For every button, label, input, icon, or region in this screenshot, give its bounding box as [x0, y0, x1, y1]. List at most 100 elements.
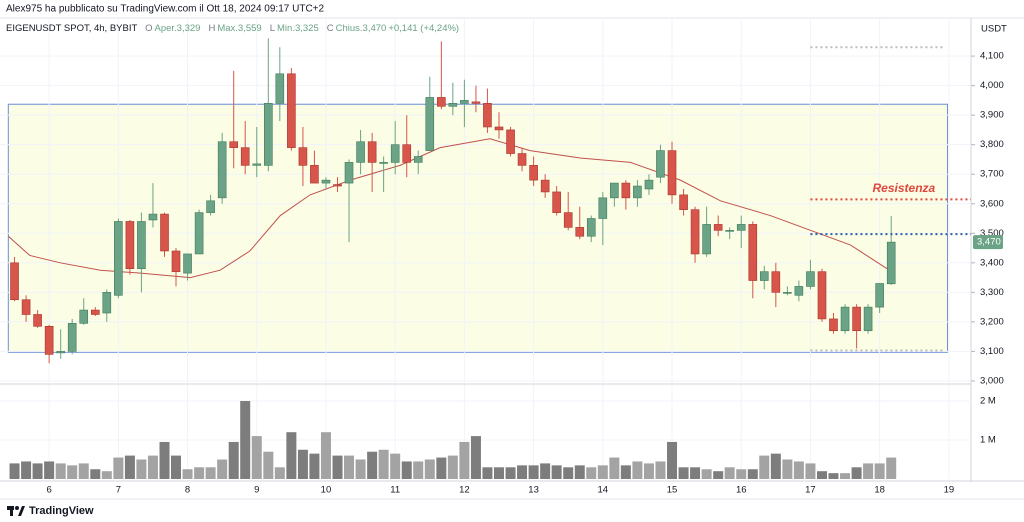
candle-body: [563, 212, 573, 228]
candle-body: [91, 309, 100, 315]
volume-bar: [736, 469, 747, 479]
y-tick-label: 3,000: [980, 375, 1004, 386]
candle-body: [748, 224, 758, 281]
candle-body: [875, 283, 884, 308]
x-tick-label: 8: [185, 485, 190, 496]
volume-bar: [713, 471, 724, 479]
candle-body: [794, 286, 804, 296]
candle-body: [114, 221, 123, 296]
candle-body: [10, 262, 19, 301]
candle-body: [783, 292, 792, 294]
volume-bar: [21, 461, 32, 479]
x-tick-label: 18: [874, 485, 885, 496]
candle-body: [148, 213, 158, 221]
volume-bar: [459, 441, 470, 479]
candle-body: [806, 271, 815, 287]
candle-body: [321, 179, 331, 184]
y-tick-label: 3,600: [980, 198, 1004, 209]
volume-bar: [874, 463, 885, 479]
volume-bar: [274, 467, 285, 479]
x-tick-label: 9: [254, 485, 259, 496]
volume-bar: [701, 469, 712, 479]
legend: EIGENUSDT SPOT, 4h, BYBIT O Aper.3,329 H Max…: [6, 23, 459, 34]
volume-bar: [805, 463, 816, 479]
volume-bar: [32, 463, 43, 479]
candle-body: [771, 271, 781, 293]
candle-body: [298, 147, 308, 166]
candle-body: [702, 224, 711, 255]
volume-bar: [886, 457, 897, 479]
candle-body: [829, 318, 838, 332]
candle-body: [725, 230, 734, 232]
candle-body: [356, 141, 365, 163]
candle-body: [690, 209, 700, 255]
candle-body: [540, 179, 550, 193]
candle-body: [494, 126, 504, 131]
x-tick-label: 19: [944, 485, 955, 496]
volume-bar: [424, 459, 435, 479]
y-tick-label: 3,400: [980, 257, 1004, 268]
y-tick-label: 4,000: [980, 80, 1004, 91]
last-price-box: [973, 235, 1003, 250]
volume-bar: [9, 463, 20, 479]
v-tick-label: 1 M: [980, 435, 996, 446]
candle-body: [390, 144, 400, 163]
x-tick-label: 14: [598, 485, 609, 496]
volume-bar: [586, 467, 597, 479]
candle-body: [252, 163, 262, 166]
volume-bar: [205, 467, 216, 479]
volume-bar: [44, 461, 55, 479]
candle-body: [552, 191, 561, 213]
volume-bar: [816, 471, 827, 479]
volume-bar: [55, 463, 66, 479]
candle-body: [379, 162, 388, 164]
volume-bar: [101, 471, 112, 479]
candle-body: [310, 165, 319, 184]
candle-body: [217, 141, 227, 199]
candle-body: [160, 213, 169, 252]
volume-bar: [159, 441, 170, 479]
volume-bar: [378, 449, 389, 479]
candle-body: [56, 351, 65, 354]
volume-bar: [678, 467, 689, 479]
candle-body: [183, 253, 192, 274]
volume-bar: [597, 465, 608, 479]
legend-key: C: [327, 23, 334, 34]
volume-bar: [124, 455, 135, 479]
volume-bar: [667, 441, 678, 479]
candle-body: [402, 144, 412, 163]
volume-bar: [228, 441, 239, 479]
y-tick-label: 3,300: [980, 287, 1004, 298]
candle-body: [713, 224, 723, 231]
candle-body: [759, 271, 769, 281]
candle-body: [437, 97, 446, 107]
candle-body: [33, 314, 42, 327]
volume-bar: [367, 451, 378, 479]
volume-bar: [747, 469, 758, 479]
volume-bar: [320, 432, 331, 479]
x-tick-label: 10: [321, 485, 332, 496]
legend-value: Aper.3,329: [155, 23, 201, 34]
candle-body: [886, 241, 896, 285]
volume-bar: [724, 467, 735, 479]
x-tick-label: 17: [805, 485, 816, 496]
volume-bar: [690, 467, 701, 479]
volume-bar: [67, 465, 78, 479]
volume-bar: [286, 432, 297, 479]
candle-body: [471, 101, 481, 104]
volume-bar: [759, 455, 770, 479]
v-tick-label: 2 M: [980, 396, 996, 407]
marks-layer: [9, 38, 897, 479]
volume-bar: [551, 465, 562, 479]
volume-bar: [332, 455, 343, 479]
volume-bar: [344, 455, 355, 479]
annotation: Resistenza: [873, 181, 936, 195]
legend-value: Max.3,559: [217, 23, 261, 34]
candle-body: [137, 221, 146, 270]
y-tick-label: 3,700: [980, 169, 1004, 180]
y-tick-label: 3,500: [980, 228, 1004, 239]
candle-body: [125, 221, 135, 270]
logo: [7, 506, 25, 516]
x-tick-label: 13: [528, 485, 539, 496]
